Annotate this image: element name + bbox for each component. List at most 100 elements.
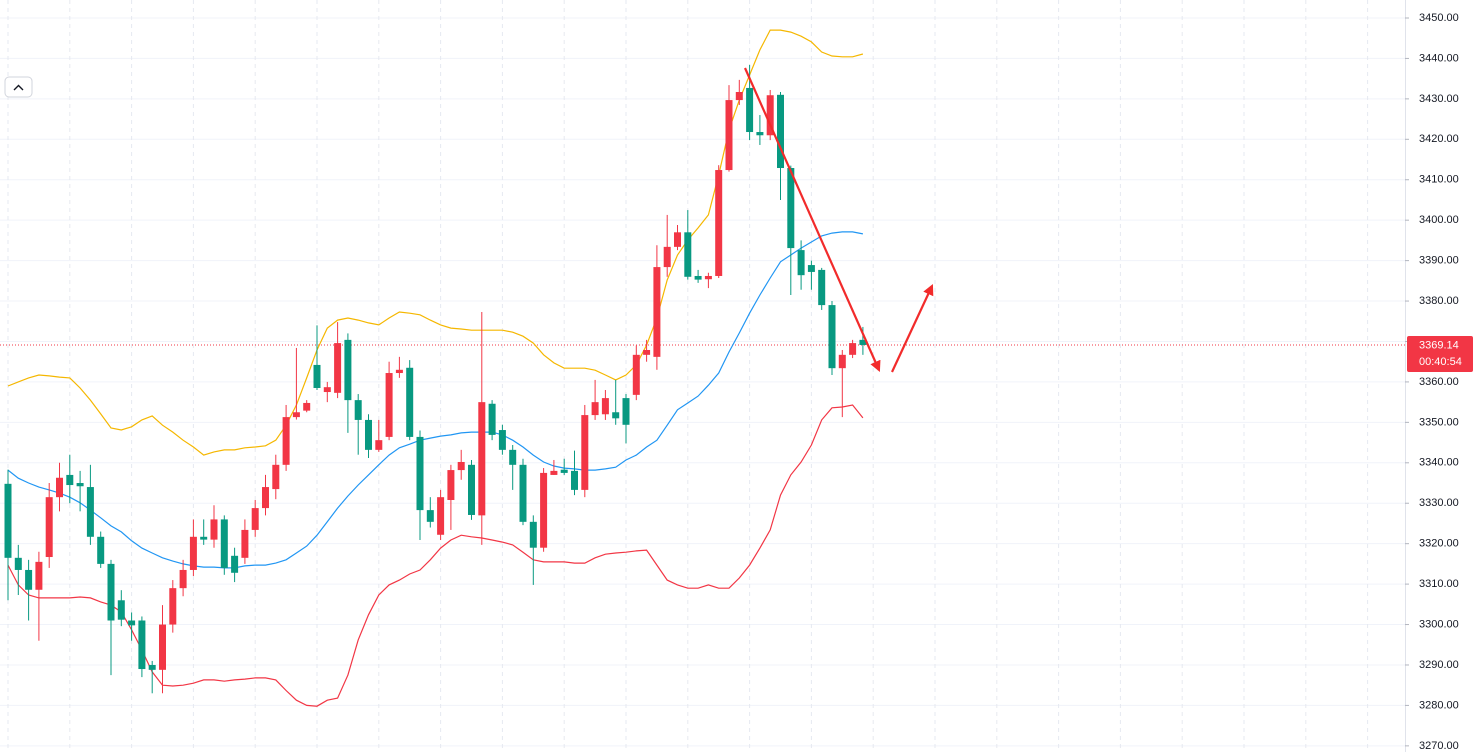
- candle-body: [189, 536, 197, 570]
- candle-body: [148, 664, 156, 670]
- candle-body: [272, 464, 280, 490]
- candle-body: [674, 232, 681, 247]
- candle-body: [601, 398, 609, 415]
- candle-body: [334, 343, 342, 393]
- candle-body: [540, 472, 548, 548]
- bands: [7, 29, 864, 707]
- last-price-box: [1407, 335, 1473, 372]
- candle-body: [746, 87, 754, 133]
- candle-body: [200, 536, 208, 540]
- candle-body: [179, 569, 187, 589]
- y-tick-label: 3390.00: [1419, 255, 1459, 267]
- candle-body: [159, 624, 166, 670]
- candle-body: [787, 168, 795, 249]
- candle-body: [468, 464, 475, 515]
- price-axis-bg: [1405, 0, 1475, 752]
- candle-body: [437, 497, 445, 535]
- annotations: [743, 67, 934, 373]
- y-tick-label: 3440.00: [1419, 52, 1459, 64]
- candle-body: [457, 461, 465, 471]
- candle-body: [86, 487, 94, 537]
- candle-body: [519, 464, 527, 522]
- candle-body: [488, 403, 496, 435]
- y-tick-label: 3350.00: [1419, 416, 1459, 428]
- candle-body: [797, 250, 805, 276]
- candle-body: [777, 94, 784, 169]
- candle-body: [375, 440, 383, 450]
- y-tick-label: 3270.00: [1419, 740, 1459, 752]
- candle-body: [14, 557, 22, 570]
- candle-body: [478, 402, 486, 516]
- candle-body: [56, 477, 63, 498]
- candle-body: [622, 398, 630, 425]
- candle-body: [323, 387, 331, 393]
- candle-body: [663, 246, 671, 268]
- candle-body: [529, 521, 537, 548]
- candle-body: [107, 563, 115, 621]
- candle-body: [859, 339, 867, 345]
- y-tick-label: 3450.00: [1419, 12, 1459, 24]
- candle-body: [292, 412, 300, 418]
- candle-body: [66, 474, 74, 486]
- down-arrow: [743, 67, 881, 373]
- candle-body: [117, 600, 125, 620]
- candle-body: [354, 400, 362, 420]
- candle-body: [426, 510, 434, 522]
- candle-body: [715, 170, 723, 276]
- candle-body: [828, 305, 836, 369]
- y-tick-label: 3410.00: [1419, 174, 1459, 186]
- candle-body: [169, 588, 177, 625]
- candle-body: [241, 529, 249, 558]
- candle-body: [303, 402, 311, 411]
- y-tick-label: 3360.00: [1419, 376, 1459, 388]
- candle-body: [385, 373, 393, 437]
- candle-body: [756, 132, 764, 136]
- candle-body: [849, 343, 857, 355]
- candle-body: [45, 497, 53, 558]
- candles: [4, 64, 867, 694]
- candle-body: [684, 232, 692, 277]
- candle-body: [653, 267, 661, 357]
- candle-body: [251, 508, 259, 530]
- price-axis: 3450.00 3440.00 3430.00 3420.00 3410.00 3400.…: [1405, 12, 1473, 752]
- candle-body: [35, 561, 43, 590]
- candle-body: [406, 367, 414, 437]
- candle-body: [581, 415, 589, 490]
- candle-body: [838, 354, 846, 369]
- candle-body: [25, 569, 33, 590]
- y-tick-label: 3320.00: [1419, 538, 1459, 550]
- band-line: [7, 404, 864, 707]
- countdown-label: 00:40:54: [1419, 356, 1462, 368]
- candle-body: [395, 369, 403, 374]
- candle-body: [138, 620, 146, 670]
- candle-body: [550, 470, 558, 475]
- collapse-button[interactable]: [4, 76, 33, 98]
- y-tick-label: 3290.00: [1419, 659, 1459, 671]
- up-arrow: [891, 284, 934, 373]
- candle-body: [766, 95, 774, 136]
- candle-body: [632, 354, 640, 395]
- candle-body: [498, 430, 506, 450]
- y-tick-label: 3380.00: [1419, 295, 1459, 307]
- y-tick-label: 3310.00: [1419, 578, 1459, 590]
- candle-body: [282, 417, 290, 465]
- y-tick-label: 3400.00: [1419, 214, 1459, 226]
- candle-body: [725, 100, 733, 171]
- y-tick-label: 3280.00: [1419, 699, 1459, 711]
- candle-body: [231, 555, 239, 573]
- candle-body: [262, 487, 269, 509]
- candle-body: [416, 436, 424, 511]
- y-tick-label: 3430.00: [1419, 93, 1459, 105]
- candle-body: [220, 519, 228, 568]
- candle-body: [210, 519, 218, 540]
- collapse-button-box[interactable]: [4, 76, 33, 98]
- candle-body: [128, 620, 136, 626]
- candle-body: [4, 483, 12, 558]
- candle-body: [76, 483, 84, 487]
- candle-body: [735, 91, 743, 101]
- band-line: [7, 29, 864, 456]
- grid: [0, 0, 1405, 752]
- candle-body: [807, 265, 815, 272]
- candle-body: [612, 412, 620, 419]
